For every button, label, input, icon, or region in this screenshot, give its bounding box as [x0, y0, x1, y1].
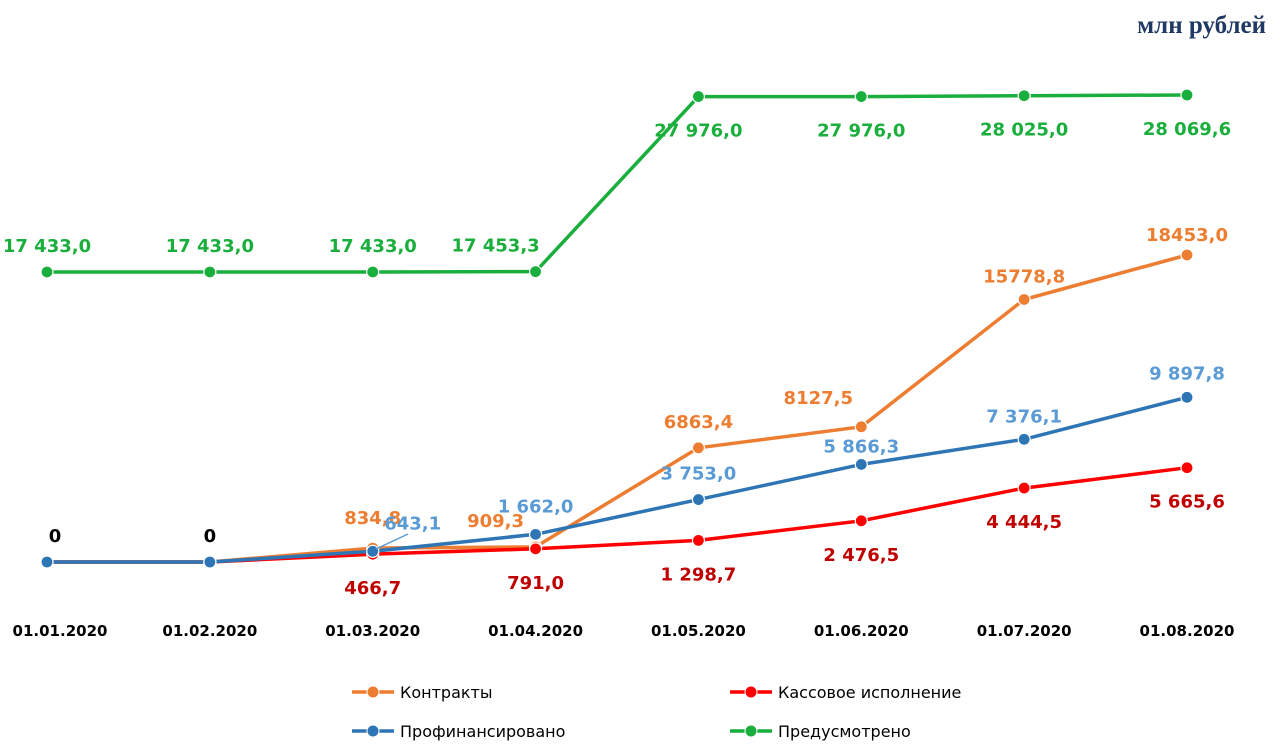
data-label-kassovoe: 4 444,5 — [986, 512, 1062, 533]
x-tick-label: 01.02.2020 — [162, 622, 257, 640]
data-point-predusmotreno — [1017, 89, 1031, 103]
data-point-kassovoe — [854, 514, 868, 528]
x-axis-ticks: 01.01.2020 01.02.2020 01.03.2020 01.04.2020… — [13, 622, 1235, 640]
data-point-profinansirovano — [691, 492, 706, 507]
data-point-predusmotreno — [203, 265, 217, 279]
x-tick-label: 01.01.2020 — [13, 622, 108, 640]
data-label-kontrakty: 8127,5 — [784, 388, 853, 409]
data-point-kontrakty — [1180, 248, 1194, 262]
data-label-profinansirovano: 7 376,1 — [986, 406, 1062, 427]
data-labels: 17 433,0 17 433,0 17 433,0 17 453,3 27 976,0… — [3, 119, 1231, 599]
data-point-predusmotreno — [691, 89, 706, 104]
legend-label-predusmotreno: Предусмотрено — [778, 722, 911, 741]
x-tick-label: 01.08.2020 — [1140, 622, 1235, 640]
legend-label-profinansirovano: Профинансировано — [400, 722, 565, 741]
data-point-kontrakty — [691, 441, 706, 455]
series-lines — [47, 93, 1188, 564]
series-line-predusmotreno — [47, 93, 1188, 274]
legend-marker-profinansirovano — [366, 724, 380, 738]
data-label-predusmotreno: 17 433,0 — [3, 236, 91, 257]
data-label-profinansirovano: 9 897,8 — [1149, 363, 1225, 384]
x-tick-label: 01.06.2020 — [814, 622, 909, 640]
data-label-kassovoe: 5 665,6 — [1149, 492, 1225, 513]
x-tick-label: 01.03.2020 — [325, 622, 420, 640]
legend: Контракты Кассовое исполнение Профинансиро… — [352, 683, 961, 741]
label-leader-line — [375, 533, 409, 550]
x-tick-label: 01.05.2020 — [651, 622, 746, 640]
data-label-kassovoe: 791,0 — [507, 573, 564, 594]
data-label-profinansirovano: 643,1 — [384, 513, 441, 534]
data-label-predusmotreno: 28 025,0 — [980, 120, 1068, 141]
legend-marker-kassovoe — [744, 685, 758, 699]
data-label-kontrakty: 6863,4 — [664, 412, 733, 433]
data-label-profinansirovano: 1 662,0 — [498, 496, 574, 517]
data-point-profinansirovano — [1180, 390, 1194, 404]
data-point-predusmotreno — [40, 265, 54, 279]
data-point-profinansirovano — [528, 527, 543, 541]
data-label-predusmotreno: 17 433,0 — [329, 236, 417, 257]
data-label-profinansirovano: 3 753,0 — [661, 464, 737, 485]
series-points — [40, 88, 1194, 569]
data-point-kontrakty — [854, 420, 868, 434]
data-label-profinansirovano: 0 — [204, 526, 217, 547]
x-tick-label: 01.04.2020 — [488, 622, 583, 640]
data-label-kontrakty: 18453,0 — [1146, 225, 1228, 246]
data-point-predusmotreno — [528, 265, 543, 279]
data-point-profinansirovano — [854, 457, 868, 472]
data-label-kassovoe: 466,7 — [344, 578, 401, 599]
data-label-kassovoe: 2 476,5 — [823, 545, 899, 566]
data-label-profinansirovano: 0 — [49, 526, 62, 547]
data-point-kassovoe — [528, 542, 543, 556]
data-label-predusmotreno: 27 976,0 — [654, 121, 742, 142]
data-point-profinansirovano — [203, 555, 217, 569]
data-label-predusmotreno: 28 069,6 — [1143, 119, 1231, 140]
legend-marker-kontrakty — [366, 685, 380, 699]
data-point-kassovoe — [1017, 481, 1031, 495]
data-point-predusmotreno — [366, 265, 380, 279]
unit-label: млн рублей — [1137, 12, 1266, 39]
data-label-kontrakty: 15778,8 — [983, 266, 1065, 287]
data-point-kassovoe — [691, 533, 706, 547]
data-label-predusmotreno: 27 976,0 — [817, 121, 905, 142]
data-label-kontrakty: 834,8 — [344, 508, 401, 529]
data-point-kassovoe — [1180, 461, 1194, 475]
data-label-predusmotreno: 17 453,3 — [451, 236, 539, 257]
x-tick-label: 01.07.2020 — [977, 622, 1072, 640]
data-label-profinansirovano: 5 866,3 — [823, 436, 899, 457]
data-point-kontrakty — [1017, 292, 1031, 307]
legend-label-kassovoe: Кассовое исполнение — [778, 683, 961, 702]
data-point-profinansirovano — [40, 555, 54, 569]
legend-label-kontrakty: Контракты — [400, 683, 493, 702]
data-label-kassovoe: 1 298,7 — [661, 564, 737, 585]
data-point-predusmotreno — [1180, 88, 1194, 102]
series-line-profinansirovano — [47, 395, 1188, 564]
data-point-predusmotreno — [854, 89, 868, 104]
data-label-predusmotreno: 17 433,0 — [166, 236, 254, 257]
legend-marker-predusmotreno — [744, 724, 758, 738]
data-point-profinansirovano — [1017, 432, 1031, 446]
data-label-kontrakty: 909,3 — [467, 511, 524, 532]
data-point-profinansirovano — [366, 544, 380, 558]
